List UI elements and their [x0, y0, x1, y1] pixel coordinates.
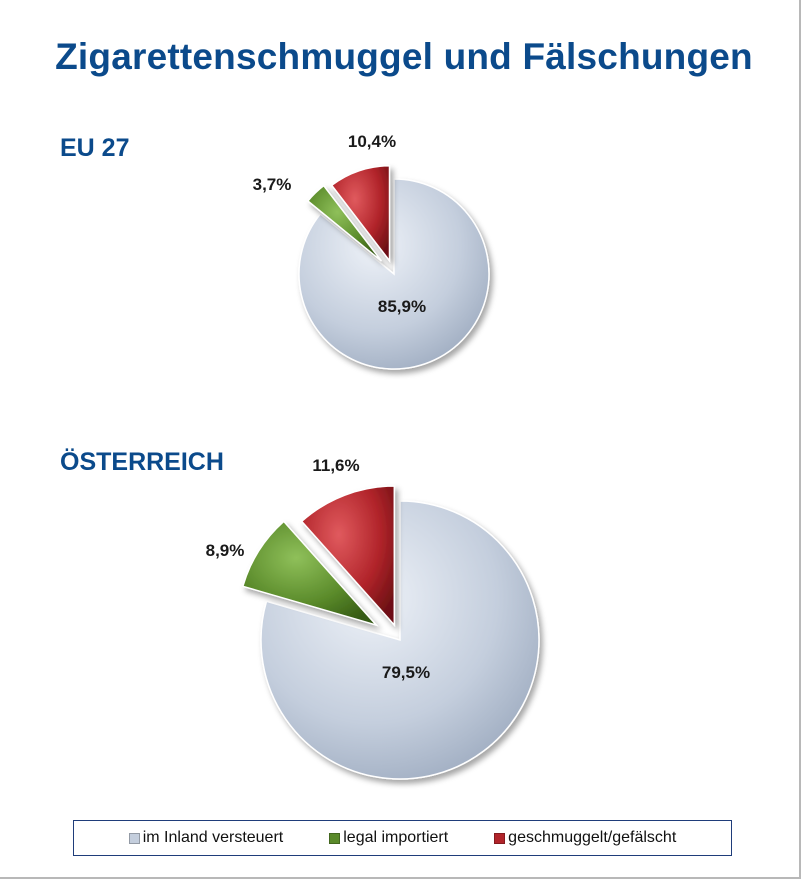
chart-title-eu27: EU 27: [60, 134, 130, 162]
chart-title-oesterreich: ÖSTERREICH: [60, 448, 224, 476]
legend-swatch-geschmuggelt: [494, 832, 506, 844]
eu27-data-label-legal: 3,7%: [253, 175, 292, 194]
legend-label-inland: im Inland versteuert: [142, 829, 284, 846]
legend-swatch-inland: [128, 832, 140, 844]
legend-label-legal: legal importiert: [343, 829, 449, 846]
at-slice-legal: [241, 520, 379, 627]
legend-item-inland: im Inland versteuert: [128, 829, 284, 847]
at-data-label-inland: 79,5%: [382, 663, 430, 682]
eu27-slice-legal: [306, 184, 383, 262]
legend-swatch-legal: [329, 832, 341, 844]
at-slice-geschmuggelt: [300, 485, 396, 628]
at-data-label-legal: 8,9%: [206, 541, 245, 560]
at-data-label-geschmuggelt: 11,6%: [312, 456, 359, 475]
eu27-slice-inland: [298, 178, 490, 370]
legend-label-geschmuggelt: geschmuggelt/gefälscht: [508, 829, 677, 846]
chart-legend: im Inland versteuert legal importiert ge…: [73, 820, 732, 856]
eu27-slice-geschmuggelt: [330, 164, 391, 263]
page-title: Zigarettenschmuggel und Fälschungen: [55, 36, 753, 77]
eu27-data-label-inland: 85,9%: [378, 297, 426, 316]
legend-item-legal: legal importiert: [329, 829, 448, 847]
at-slice-inland: [260, 500, 540, 780]
legend-item-geschmuggelt: geschmuggelt/gefälscht: [494, 829, 676, 847]
eu27-data-label-geschmuggelt: 10,4%: [348, 132, 396, 151]
